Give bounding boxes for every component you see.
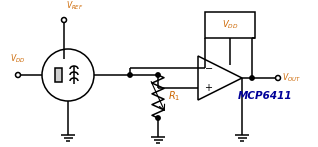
Text: $-$: $-$: [204, 62, 213, 72]
Text: $+$: $+$: [204, 82, 213, 93]
Circle shape: [16, 72, 20, 77]
Text: $V_{DD}$: $V_{DD}$: [10, 52, 26, 65]
Circle shape: [156, 116, 160, 120]
Text: MCP6411: MCP6411: [238, 91, 293, 101]
Text: $V_{REF}$: $V_{REF}$: [66, 0, 83, 12]
Text: $V_{OUT}$: $V_{OUT}$: [282, 72, 301, 84]
Circle shape: [275, 76, 280, 81]
Circle shape: [156, 73, 160, 77]
Text: $V_{DD}$: $V_{DD}$: [222, 19, 238, 31]
Bar: [205, 12, 255, 38]
Bar: [54, 68, 61, 82]
Text: $R_1$: $R_1$: [168, 90, 180, 103]
Circle shape: [61, 17, 66, 22]
Circle shape: [128, 73, 132, 77]
Circle shape: [250, 76, 254, 80]
